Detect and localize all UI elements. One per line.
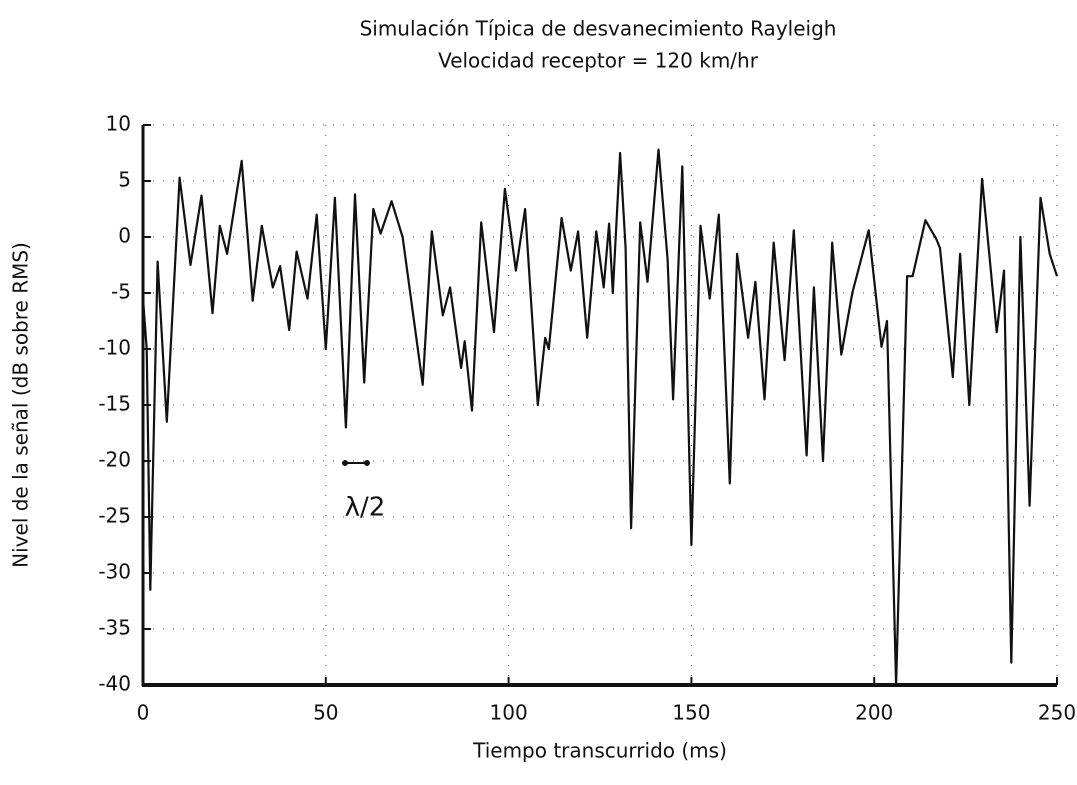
y-tick-label: -5 [111, 280, 131, 304]
chart-subtitle: Velocidad receptor = 120 km/hr [438, 49, 759, 73]
x-axis-label: Tiempo transcurrido (ms) [472, 739, 727, 763]
x-tick-label: 0 [137, 701, 150, 725]
x-tick-label: 250 [1038, 701, 1076, 725]
y-tick-label: -10 [98, 336, 131, 360]
chart-title: Simulación Típica de desvanecimiento Ray… [360, 17, 837, 41]
y-tick-label: -35 [98, 616, 131, 640]
x-tick-label: 100 [490, 701, 528, 725]
signal-line [141, 148, 1059, 687]
x-tick-label: 50 [313, 701, 338, 725]
y-tick-label: -15 [98, 392, 131, 416]
y-tick-label: -25 [98, 504, 131, 528]
annotation-bar [342, 460, 370, 466]
y-tick-label: 5 [118, 168, 131, 192]
annotation: λ/2 [345, 493, 386, 523]
y-tick-label: -20 [98, 448, 131, 472]
x-tick-label: 150 [672, 701, 710, 725]
x-tick-label: 200 [855, 701, 893, 725]
y-tick-label: 0 [118, 224, 131, 248]
y-tick-label: -40 [98, 672, 131, 696]
y-tick-label: 10 [106, 112, 131, 136]
y-tick-label: -30 [98, 560, 131, 584]
y-axis-label: Nivel de la señal (dB sobre RMS) [9, 242, 33, 568]
